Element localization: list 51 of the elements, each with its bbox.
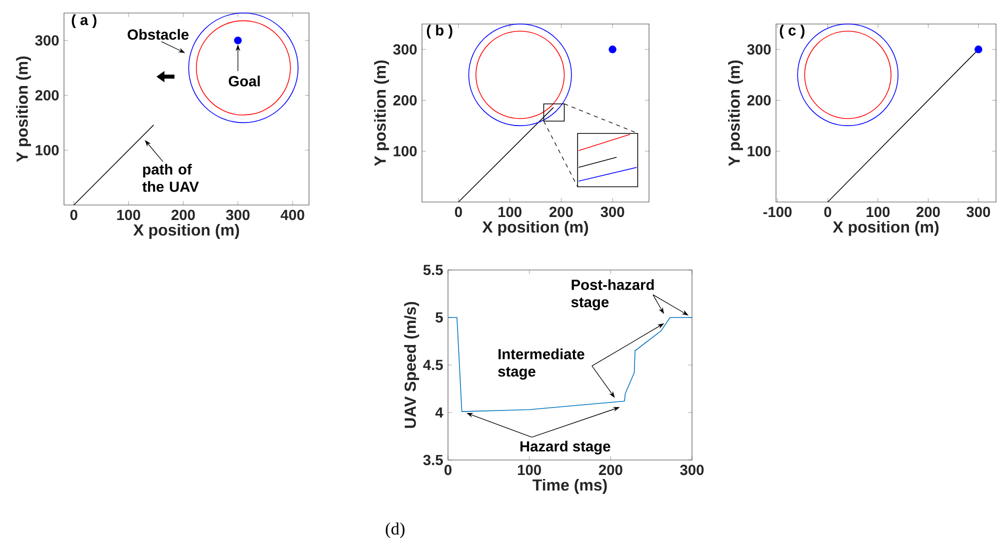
y-axis-title: Y position (m): [16, 56, 32, 162]
annotation: ( c ): [780, 24, 804, 38]
line-series: [448, 317, 692, 412]
x-tick-label: 300: [680, 464, 704, 476]
y-tick-label: 300: [747, 44, 771, 55]
annotation: Intermediate stage: [498, 348, 584, 380]
x-tick-label: 300: [226, 210, 250, 220]
x-tick-label: 0: [454, 206, 462, 218]
x-tick-label: 100: [866, 206, 890, 218]
y-tick-label: 3.5: [423, 454, 443, 466]
y-axis-title: Y position (m): [728, 60, 744, 166]
y-axis-title: UAV Speed (m/s): [404, 302, 420, 428]
y-axis-title: Y position (m): [374, 60, 390, 166]
y-tick-label: 4: [435, 407, 444, 418]
x-axis-title: X position (m): [133, 224, 240, 239]
y-tick-label: 100: [394, 146, 417, 156]
x-tick-label: 200: [549, 206, 573, 218]
y-tick-label: 200: [35, 90, 59, 100]
x-tick-label: 200: [171, 210, 195, 220]
y-tick-label: 5: [436, 312, 443, 323]
x-tick-label: 100: [117, 210, 140, 220]
x-tick-label: 300: [966, 206, 990, 218]
annotation: ( b ): [426, 24, 452, 38]
x-axis-title: X position (m): [832, 220, 939, 236]
x-tick-label: 100: [518, 464, 541, 476]
y-tick-label: 300: [393, 44, 417, 55]
x-tick-label: 400: [280, 210, 304, 220]
annotation: Goal: [228, 76, 260, 86]
annotation: Post-hazard stage: [571, 279, 654, 310]
y-tick-label: 200: [747, 95, 771, 106]
x-tick-label: 200: [916, 206, 940, 218]
annotation: Hazard stage: [520, 440, 610, 455]
y-tick-label: 4.5: [423, 360, 443, 370]
y-tick-label: 100: [36, 144, 59, 156]
x-axis-title: X position (m): [482, 220, 588, 236]
annotation: ( a ): [72, 14, 96, 28]
text: (d): [386, 522, 404, 538]
annotation: Obstacle: [128, 29, 189, 40]
x-tick-label: 0: [70, 210, 78, 220]
annotation: path of the UAV: [142, 164, 199, 192]
y-tick-label: 300: [35, 35, 59, 46]
y-tick-label: 100: [748, 146, 771, 156]
x-tick-label: 0: [444, 464, 452, 476]
y-tick-label: 5.5: [423, 264, 443, 276]
x-tick-label: 0: [824, 206, 832, 218]
x-tick-label: 100: [498, 206, 522, 218]
y-tick-label: 200: [393, 95, 417, 106]
x-tick-label: 200: [598, 464, 622, 476]
x-axis-title: Time (ms): [532, 478, 607, 494]
x-tick-label: -100: [763, 206, 792, 218]
x-tick-label: 300: [600, 206, 624, 218]
